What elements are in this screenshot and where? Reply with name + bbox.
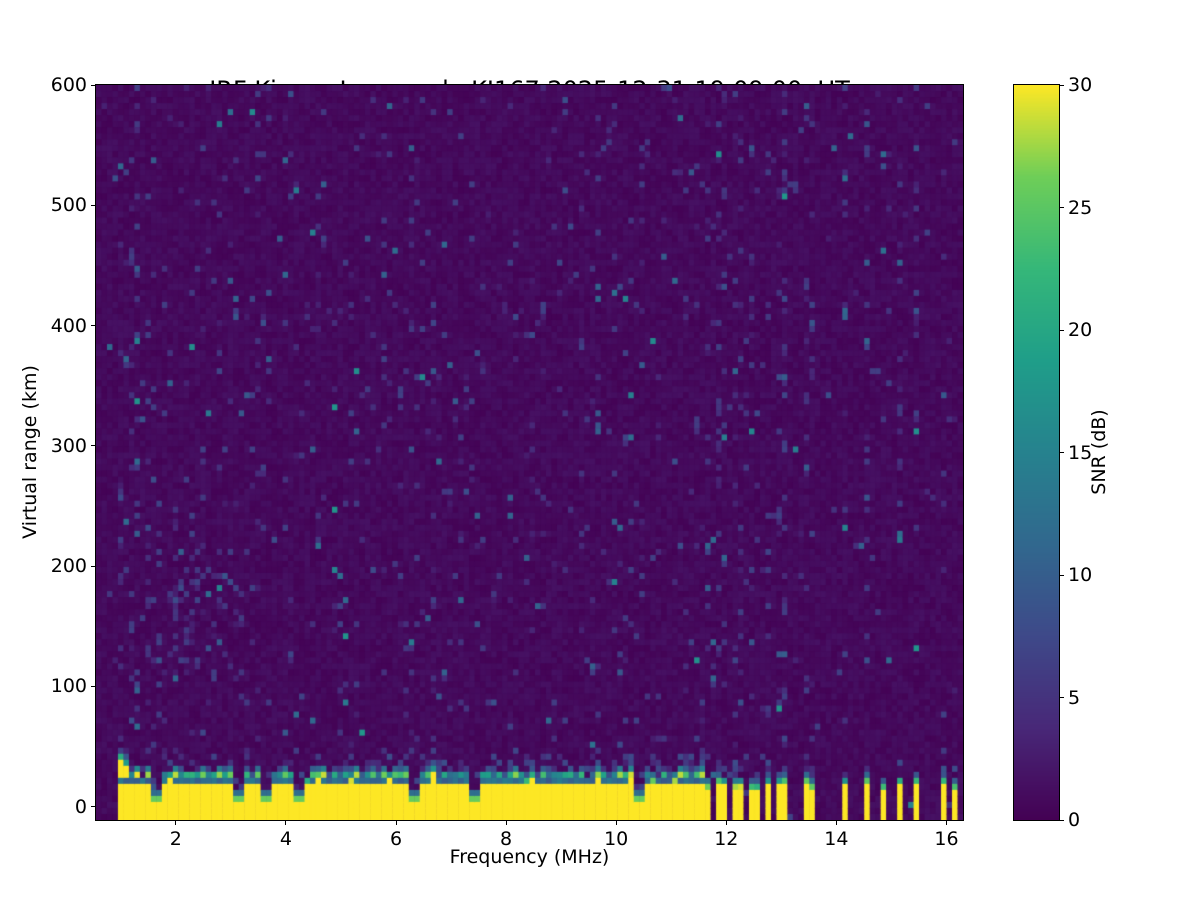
y-tick-label: 0 — [74, 795, 87, 818]
y-tick-label: 200 — [50, 555, 87, 578]
x-tick-label: 14 — [824, 828, 849, 850]
x-tick-label: 12 — [714, 828, 739, 850]
colorbar-tick-mark — [1060, 819, 1064, 821]
y-tick-mark — [91, 806, 95, 808]
y-tick-mark — [91, 685, 95, 687]
y-tick-label: 100 — [50, 675, 87, 698]
ionogram-canvas — [96, 85, 963, 820]
colorbar-tick-label: 30 — [1068, 74, 1093, 96]
y-tick-mark — [91, 565, 95, 567]
colorbar-tick-label: 25 — [1068, 196, 1093, 219]
x-tick-mark — [615, 821, 617, 825]
x-tick-mark — [725, 821, 727, 825]
colorbar-tick-mark — [1060, 84, 1064, 86]
y-tick-label: 600 — [50, 74, 87, 96]
x-axis-label: Frequency (MHz) — [449, 846, 610, 868]
colorbar-tick-label: 10 — [1068, 564, 1093, 586]
colorbar-tick-label: 15 — [1068, 441, 1093, 464]
x-tick-mark — [395, 821, 397, 825]
x-tick-label: 16 — [934, 828, 959, 850]
colorbar-tick-mark — [1060, 452, 1064, 453]
x-tick-mark — [175, 821, 177, 825]
y-tick-mark — [91, 325, 95, 327]
x-tick-label: 10 — [604, 828, 629, 850]
colorbar-tick-label: 20 — [1068, 319, 1093, 341]
x-tick-label: 6 — [389, 828, 403, 850]
colorbar-tick-label: 5 — [1068, 686, 1081, 709]
x-tick-label: 2 — [169, 828, 182, 850]
colorbar-tick-mark — [1060, 207, 1064, 208]
x-tick-label: 8 — [500, 828, 513, 850]
colorbar-tick-mark — [1060, 329, 1064, 331]
colorbar-tick-mark — [1060, 574, 1064, 576]
x-tick-mark — [835, 821, 837, 825]
y-tick-mark — [91, 204, 95, 206]
y-tick-mark — [91, 445, 95, 447]
colorbar-tick-mark — [1060, 697, 1064, 698]
plot-area — [95, 84, 964, 821]
x-tick-mark — [505, 821, 507, 825]
x-tick-label: 4 — [279, 828, 292, 850]
colorbar-tick-label: 0 — [1068, 809, 1081, 831]
colorbar — [1013, 84, 1060, 821]
y-tick-label: 400 — [50, 314, 87, 337]
x-tick-mark — [285, 821, 287, 825]
x-tick-mark — [945, 821, 947, 825]
y-axis-label: Virtual range (km) — [19, 365, 41, 539]
y-tick-mark — [91, 84, 95, 86]
y-tick-label: 300 — [50, 434, 87, 457]
y-tick-label: 500 — [50, 194, 87, 217]
colorbar-canvas — [1014, 85, 1059, 820]
